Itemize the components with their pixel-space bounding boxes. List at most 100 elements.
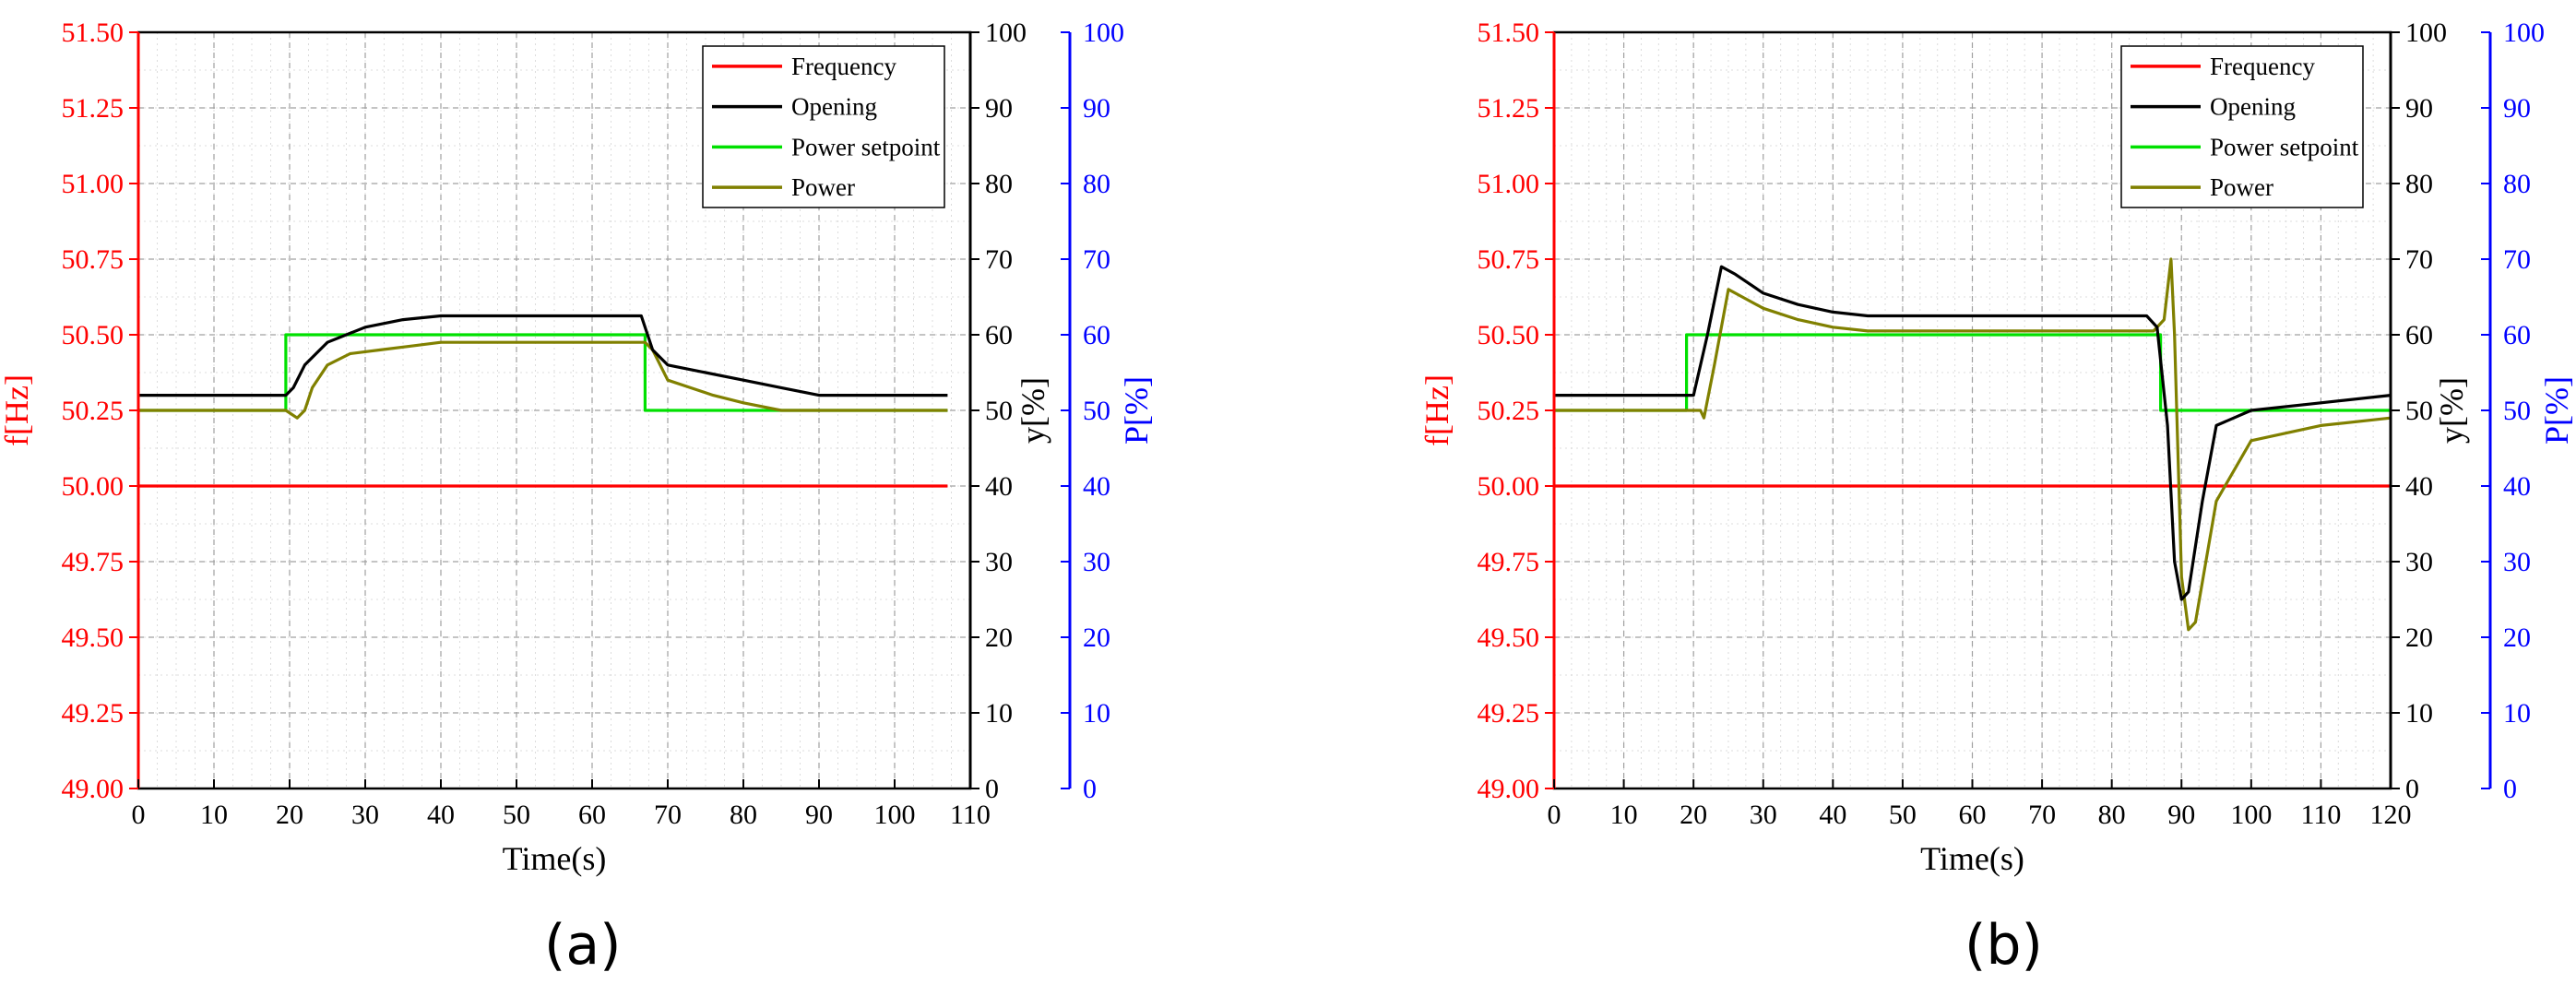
- chart1-y-left-tick-label: 50.50: [1478, 320, 1540, 350]
- chart0-p-tick-label: 90: [1083, 93, 1110, 124]
- chart0-y-left-tick-label: 50.50: [62, 320, 125, 350]
- chart0-y-right-tick-label: 60: [985, 320, 1013, 350]
- chart1-y-right-tick-label: 90: [2405, 93, 2433, 124]
- chart0-x-tick-label: 80: [730, 800, 757, 830]
- chart1-x-tick-label: 80: [2098, 800, 2126, 830]
- chart0-x-tick-label: 110: [950, 800, 991, 830]
- chart0-legend: Frequency Opening Power setpoint Power: [702, 45, 945, 208]
- chart0-y-left-tick-label: 49.75: [62, 547, 125, 577]
- chart1-p-tick-label: 50: [2503, 396, 2531, 426]
- chart0-series-opening: [138, 314, 948, 397]
- chart0-x-axis-label: Time(s): [503, 840, 607, 877]
- chart1-p-tick-label: 60: [2503, 320, 2531, 350]
- chart1-y-left-tick-label: 51.00: [1478, 169, 1540, 199]
- chart1-p-tick-label: 0: [2503, 774, 2517, 804]
- chart0-legend-label-frequency: Frequency: [791, 53, 896, 80]
- chart0-x-tick-label: 50: [503, 800, 530, 830]
- chart0-y-right-tick-label: 40: [985, 471, 1013, 502]
- chart0-y-right-tick-label: 10: [985, 698, 1013, 729]
- chart0-x-tick-label: 10: [200, 800, 228, 830]
- chart1-x-tick-label: 120: [2370, 800, 2412, 830]
- chart1-y-left-tick-label: 50.00: [1478, 471, 1540, 502]
- chart0-y-left-tick-label: 50.00: [62, 471, 125, 502]
- chart1-x-tick-label: 0: [1548, 800, 1561, 830]
- chart0-p-tick-label: 70: [1083, 244, 1110, 275]
- chart0-y-right-tick-label: 90: [985, 93, 1013, 124]
- chart0-p-tick-label: 80: [1083, 169, 1110, 199]
- chart0-y-right-tick-label: 20: [985, 622, 1013, 653]
- chart1-y-left-axis-label: f[Hz]: [1420, 374, 1455, 446]
- chart1-p-tick-label: 20: [2503, 622, 2531, 653]
- chart0-p-tick-label: 50: [1083, 396, 1110, 426]
- chart0-y-left-tick-label: 49.00: [62, 774, 125, 804]
- chart1-y-right-tick-label: 40: [2405, 471, 2433, 502]
- chart0-legend-label-power: Power: [791, 173, 855, 201]
- chart1-p-tick-label: 100: [2503, 18, 2545, 48]
- chart1-x-tick-label: 90: [2167, 800, 2195, 830]
- chart0-p-tick-label: 0: [1083, 774, 1097, 804]
- chart0-x-tick-label: 30: [351, 800, 379, 830]
- chart0-y-right-tick-label: 70: [985, 244, 1013, 275]
- chart0-y-left-tick-label: 51.50: [62, 18, 125, 48]
- chart-b: 0 10 20 30 40 50 60 70 80 90 100 110 12051.5051.2551…: [1420, 18, 2575, 877]
- chart1-legend-label-power: Power: [2210, 173, 2273, 201]
- chart1-series-opening: [1554, 265, 2392, 601]
- chart0-x-tick-label: 40: [427, 800, 455, 830]
- chart-a: 0 10 20 30 40 50 60 70 80 90 100 110 51.50 51.25 51.00…: [0, 18, 1155, 877]
- chart1-x-tick-label: 100: [2230, 800, 2272, 830]
- chart1-y-left-tick-label: 49.25: [1478, 698, 1540, 729]
- chart0-y-left-axis-label: f[Hz]: [0, 374, 35, 446]
- chart0-y-right-tick-label: 30: [985, 547, 1013, 577]
- chart0-y-right-tick-label: 100: [985, 18, 1027, 48]
- chart1-x-tick-label: 10: [1610, 800, 1638, 830]
- chart0-p-tick-label: 60: [1083, 320, 1110, 350]
- chart0-p-tick-label: 30: [1083, 547, 1110, 577]
- chart1-p-axis-label: P[%]: [2538, 376, 2575, 445]
- chart1-y-right-tick-label: 10: [2405, 698, 2433, 729]
- chart1-y-right-tick-label: 30: [2405, 547, 2433, 577]
- chart0-legend-label-power-setpoint: Power setpoint: [791, 133, 941, 160]
- chart0-y-left-tick-label: 51.25: [62, 93, 125, 124]
- chart1-series-power: [1554, 257, 2392, 632]
- chart1-x-tick-label: 50: [1889, 800, 1917, 830]
- chart0-legend-label-opening: Opening: [791, 93, 877, 121]
- chart1-x-tick-label: 20: [1680, 800, 1707, 830]
- chart1-y-right-tick-label: 70: [2405, 244, 2433, 275]
- chart1-p-tick-label: 70: [2503, 244, 2531, 275]
- chart0-p-tick-label: 40: [1083, 471, 1110, 502]
- chart0-legend-box: [702, 45, 945, 208]
- chart1-p-tick-label: 30: [2503, 547, 2531, 577]
- chart1-y-left-tick-label: 49.50: [1478, 622, 1540, 653]
- chart0-p-axis-label: P[%]: [1118, 376, 1155, 445]
- chart1-x-tick-label: 40: [1819, 800, 1846, 830]
- chart1-legend-label-opening: Opening: [2210, 93, 2296, 121]
- chart0-x-tick-label: 70: [654, 800, 682, 830]
- chart0-y-left-tick-label: 50.75: [62, 244, 125, 275]
- chart1-y-right-tick-label: 100: [2405, 18, 2447, 48]
- chart0-y-right-axis-label: y[%]: [1015, 377, 1051, 444]
- chart1-y-left-tick-label: 51.25: [1478, 93, 1540, 124]
- caption-a: (a): [544, 913, 622, 978]
- chart1-y-left-tick-label: 49.00: [1478, 774, 1540, 804]
- chart1-x-tick-label: 70: [2028, 800, 2056, 830]
- chart0-p-tick-label: 100: [1083, 18, 1124, 48]
- chart1-p-tick-label: 40: [2503, 471, 2531, 502]
- chart1-y-left-tick-label: 50.25: [1478, 396, 1540, 426]
- chart1-y-right-axis-label: y[%]: [2433, 377, 2470, 444]
- chart0-y-left-tick-label: 51.00: [62, 169, 125, 199]
- chart0-y-left-tick-label: 50.25: [62, 396, 125, 426]
- chart0-y-left-tick-label: 49.50: [62, 622, 125, 653]
- chart0-y-right-tick-label: 80: [985, 169, 1013, 199]
- chart0-series-power: [138, 340, 948, 420]
- chart1-x-axis-label: Time(s): [1920, 840, 2024, 877]
- chart1-legend-label-frequency: Frequency: [2210, 53, 2315, 80]
- chart1-y-right-tick-label: 60: [2405, 320, 2433, 350]
- chart1-x-tick-label: 60: [1959, 800, 1987, 830]
- chart1-y-right-tick-label: 20: [2405, 622, 2433, 653]
- chart1-p-tick-label: 90: [2503, 93, 2531, 124]
- chart1-x-tick-label: 30: [1750, 800, 1777, 830]
- chart1-y-right-tick-label: 80: [2405, 169, 2433, 199]
- chart0-x-tick-label: 90: [805, 800, 833, 830]
- chart1-legend-box: [2120, 45, 2364, 208]
- chart1-p-tick-label: 10: [2503, 698, 2531, 729]
